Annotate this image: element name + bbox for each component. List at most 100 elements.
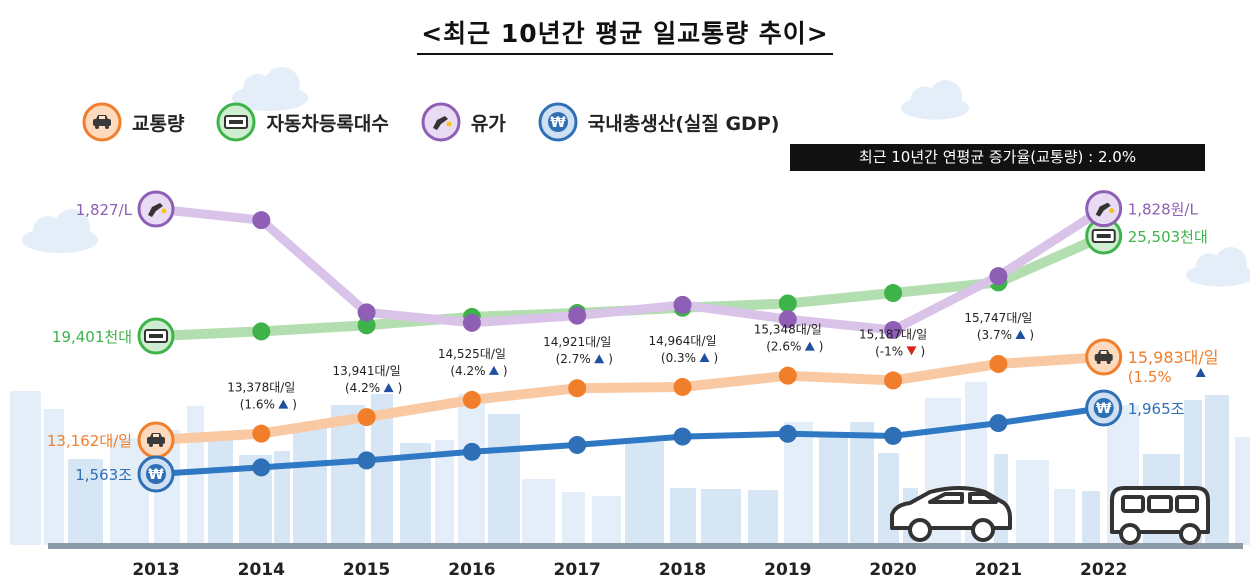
data-label: 15,187대/일	[859, 327, 927, 341]
x-tick-label: 2019	[764, 560, 811, 580]
legend-label-fuel: 유가	[470, 112, 506, 135]
change-label-close: )	[819, 340, 824, 354]
data-point	[357, 408, 376, 427]
data-point	[778, 294, 797, 313]
change-label: (-1%	[875, 344, 903, 358]
license-plate-icon	[144, 329, 168, 343]
ground-line	[48, 543, 1243, 549]
data-point	[673, 427, 692, 446]
data-point	[884, 371, 903, 390]
data-label: 14,964대/일	[648, 334, 716, 348]
series-line-2	[151, 204, 1109, 335]
data-point	[673, 295, 692, 314]
start-value-label: 19,401천대	[52, 328, 132, 346]
change-down-arrow	[906, 346, 917, 356]
city-skyline	[10, 382, 1250, 545]
change-up-arrow	[1015, 329, 1026, 339]
data-point	[989, 267, 1008, 286]
change-up-arrow	[699, 352, 710, 362]
data-point	[884, 284, 903, 303]
x-tick-label: 2021	[975, 560, 1022, 580]
data-point	[357, 451, 376, 470]
data-point	[357, 316, 376, 335]
cagr-note: 최근 10년간 연평균 증가율(교통량) : 2.0%	[790, 144, 1205, 171]
legend-item-traffic: 교통량	[82, 102, 184, 142]
end-value-label: 15,983대/일	[1128, 348, 1219, 367]
x-tick-label: 2014	[238, 560, 285, 580]
change-label-close: )	[292, 398, 297, 412]
data-point	[778, 366, 797, 385]
won-icon	[146, 464, 166, 484]
series-line-3	[153, 405, 1107, 477]
data-label: 14,921대/일	[543, 335, 611, 349]
x-tick-label: 2022	[1080, 560, 1127, 580]
data-point	[252, 424, 271, 443]
license-plate-icon	[216, 102, 256, 142]
data-point	[778, 424, 797, 443]
data-point	[462, 390, 481, 409]
chart-title: <최근 10년간 평균 일교통량 추이>	[417, 14, 833, 55]
change-up-arrow	[278, 399, 289, 409]
series-line-0	[151, 352, 1109, 445]
data-point	[568, 379, 587, 398]
end-value-label: 1,965조	[1128, 400, 1185, 418]
change-label-close: )	[921, 344, 926, 358]
end-value-label: 1,828원/L	[1128, 201, 1199, 219]
legend-item-gdp: 국내총생산(실질 GDP)	[538, 102, 780, 142]
cloud	[900, 80, 970, 120]
change-label: (3.7%	[977, 328, 1012, 342]
x-tick-label: 2017	[554, 560, 601, 580]
x-tick-label: 2015	[343, 560, 390, 580]
car-icon	[82, 102, 122, 142]
data-point	[252, 322, 271, 341]
data-point	[568, 306, 587, 325]
end-change-label: (1.5%	[1128, 368, 1172, 386]
data-point	[462, 442, 481, 461]
data-point	[884, 426, 903, 445]
cloud	[22, 209, 98, 253]
data-point	[568, 435, 587, 454]
change-label: (2.6%	[766, 340, 801, 354]
data-point	[778, 310, 797, 329]
change-up-arrow	[1195, 368, 1206, 377]
plot-area: 13,162대/일 15,983대/일 19,401천대 25,503천대 1,827/…	[47, 190, 1219, 580]
car-illustration	[890, 486, 1012, 542]
change-label-close: )	[398, 381, 403, 395]
x-tick-label: 2020	[869, 560, 916, 580]
won-icon	[1093, 398, 1114, 418]
change-label: (4.2%	[345, 381, 380, 395]
data-label: 13,941대/일	[333, 364, 401, 378]
data-label: 15,348대/일	[754, 323, 822, 337]
legend-label-gdp: 국내총생산(실질 GDP)	[587, 112, 780, 135]
license-plate-icon	[1091, 229, 1116, 243]
change-up-arrow	[488, 365, 499, 375]
data-point	[884, 321, 903, 339]
won-icon	[538, 102, 578, 142]
change-label: (0.3%	[661, 351, 696, 365]
legend-label-traffic: 교통량	[132, 112, 185, 135]
x-tick-label: 2016	[448, 560, 495, 580]
data-label: 13,378대/일	[227, 381, 295, 395]
change-up-arrow	[804, 341, 815, 351]
change-up-arrow	[594, 354, 605, 364]
change-label-close: )	[503, 364, 508, 378]
bus-illustration	[1110, 486, 1210, 545]
cloud	[1185, 247, 1250, 287]
background-decoration	[10, 67, 1250, 549]
change-label-close: )	[714, 351, 719, 365]
change-label: (2.7%	[556, 352, 591, 366]
fuel-nozzle-icon	[421, 102, 461, 142]
data-point	[673, 377, 692, 396]
start-value-label: 13,162대/일	[47, 432, 132, 450]
change-label: (1.6%	[240, 398, 275, 412]
data-point	[252, 211, 271, 230]
change-label: (4.2%	[450, 364, 485, 378]
legend-item-fuel: 유가	[421, 102, 506, 142]
data-point	[989, 354, 1008, 373]
end-value-label: 25,503천대	[1128, 228, 1208, 246]
data-point	[357, 303, 376, 322]
change-up-arrow	[383, 383, 394, 393]
start-value-label: 1,563조	[75, 466, 132, 484]
data-label: 15,747대/일	[964, 311, 1032, 325]
